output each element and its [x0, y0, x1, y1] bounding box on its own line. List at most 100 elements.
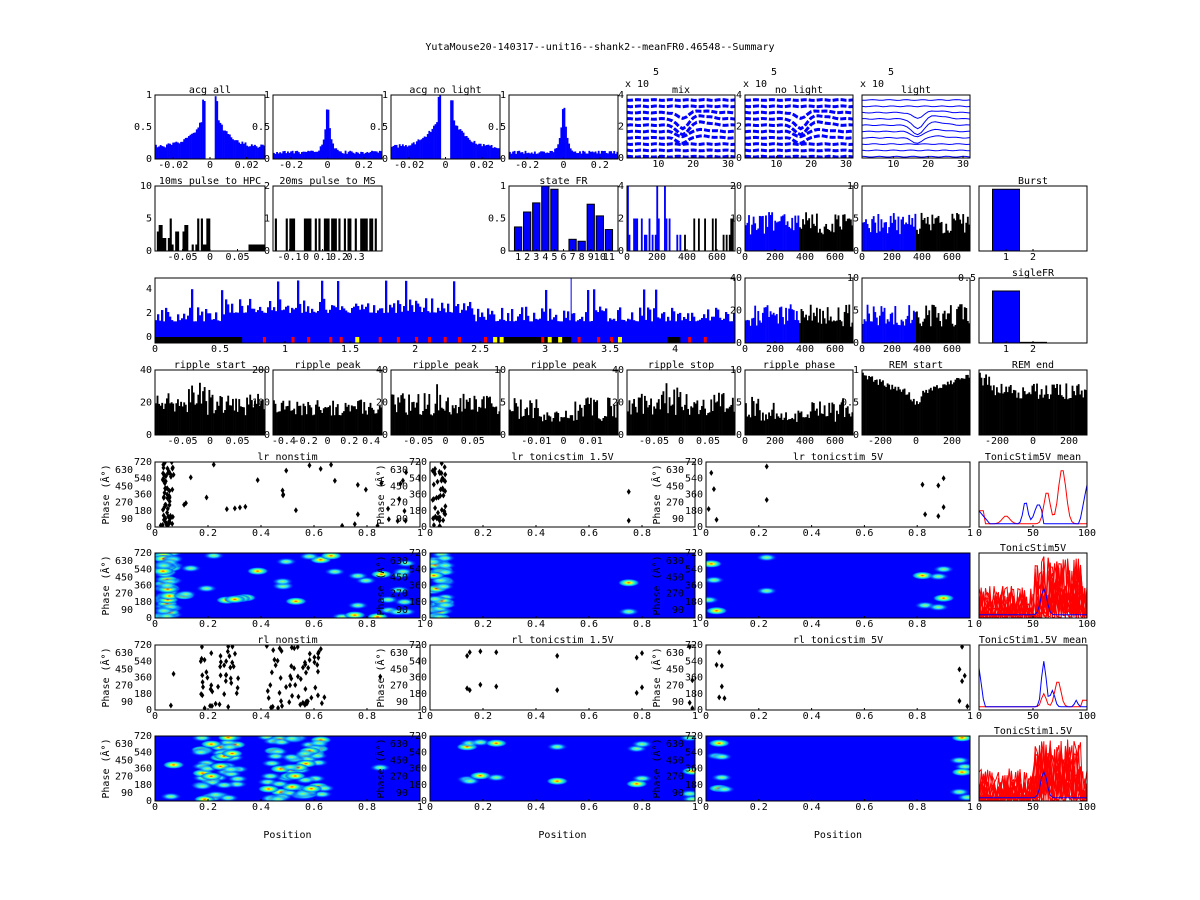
histogram-bar [459, 398, 462, 435]
histogram-bar [429, 132, 432, 159]
histogram-bar [785, 412, 787, 435]
y-tick-label: 0 [421, 522, 427, 533]
histogram-bar [471, 142, 474, 159]
x-tick-label: 0.6 [305, 619, 323, 630]
histogram-bar [946, 230, 949, 251]
histogram-bar [543, 414, 546, 435]
x-tick-label: 10 [887, 159, 899, 170]
histogram-bar [557, 144, 560, 159]
phase-point [306, 664, 311, 671]
phase-point [467, 649, 472, 656]
histogram-bar [577, 320, 580, 337]
axes-box [626, 185, 736, 252]
y-axis-label: Phase (Â°) [374, 464, 387, 524]
histogram-bar [290, 410, 292, 435]
histogram-bar [341, 306, 344, 337]
histogram-bar [862, 222, 864, 251]
histogram-bar [173, 411, 176, 435]
histogram-bar [574, 401, 577, 435]
histogram-bar [761, 412, 764, 435]
histogram-bar [361, 304, 364, 337]
y-tick-label: 630 [666, 739, 684, 750]
histogram-bar [188, 389, 190, 435]
histogram-bar [162, 146, 165, 159]
histogram-bar [766, 226, 769, 251]
histogram-bar [575, 321, 578, 337]
histogram-bar [181, 406, 184, 435]
waveform-trace [627, 104, 735, 109]
y-tick-label: 180 [134, 689, 152, 700]
histogram-bar [836, 410, 838, 435]
histogram-bar [450, 414, 453, 435]
y-tick-label: 1 [146, 90, 152, 101]
histogram-bar [285, 406, 288, 435]
histogram-bar [195, 129, 198, 159]
x-tick-label: 0 [703, 802, 709, 813]
state-marker-red [541, 336, 545, 343]
histogram-bar [231, 303, 234, 337]
histogram-bar [902, 389, 904, 435]
histogram-bar [713, 316, 716, 337]
phase-point [163, 501, 168, 508]
histogram-bar [433, 125, 435, 159]
histogram-bar [886, 233, 889, 251]
histogram-bar [585, 312, 588, 337]
waveform-trace [862, 143, 970, 146]
histogram-bar [875, 232, 878, 251]
histogram-bar [902, 216, 904, 251]
histogram-bar [501, 307, 504, 337]
heatmap-blob [246, 567, 269, 576]
y-tick-label: 270 [666, 772, 684, 783]
x-tick-label: -0.2 [279, 160, 303, 171]
state-marker-red [458, 336, 462, 343]
histogram-bar [931, 304, 934, 343]
y-tick-label: 180 [409, 689, 427, 700]
histogram-bar [289, 218, 292, 251]
histogram-bar [837, 307, 840, 343]
heatmap-blob [284, 597, 307, 606]
histogram-bar [437, 96, 440, 159]
histogram-bar [780, 306, 783, 343]
histogram-bar [589, 397, 592, 435]
histogram-bar [338, 415, 341, 435]
histogram-bar [832, 404, 835, 435]
histogram-bar [211, 394, 214, 435]
phase-point [235, 684, 240, 691]
histogram-bar [829, 412, 832, 435]
y-tick-label: 270 [390, 498, 408, 509]
x-tick-label: 0.02 [470, 160, 494, 171]
histogram-bar [1077, 384, 1080, 435]
histogram-bar [825, 416, 828, 435]
histogram-bar [817, 322, 820, 343]
histogram-bar [594, 401, 597, 435]
histogram-bar [359, 309, 362, 337]
histogram-bar [254, 400, 256, 435]
histogram-bar [464, 136, 467, 159]
phase-point [431, 522, 436, 527]
histogram-bar [788, 419, 791, 435]
histogram-bar [259, 306, 262, 337]
histogram-bar [939, 320, 941, 343]
histogram-bar [868, 313, 871, 343]
subplot-title: no light [775, 85, 823, 96]
histogram-bar [936, 217, 938, 251]
y-axis-label: Phase (Â°) [99, 464, 112, 524]
histogram-bar [239, 299, 242, 337]
y-tick-label: 90 [672, 514, 684, 525]
y-tick-label: 540 [409, 473, 427, 484]
x-tick-label: 600 [826, 252, 844, 263]
histogram-bar [496, 148, 499, 159]
x-tick-label: 0 [442, 436, 448, 447]
x-tick-label: 0.2 [591, 160, 609, 171]
histogram-bar [347, 404, 350, 435]
heatmap-blob [221, 749, 244, 758]
histogram-bar [161, 310, 164, 337]
histogram-bar [685, 394, 688, 435]
y-tick-label: 10 [730, 365, 742, 376]
phase-point [226, 645, 231, 650]
phase-point [200, 672, 205, 679]
histogram-bar [627, 186, 629, 251]
histogram-bar [832, 232, 835, 251]
histogram-bar [464, 408, 467, 435]
